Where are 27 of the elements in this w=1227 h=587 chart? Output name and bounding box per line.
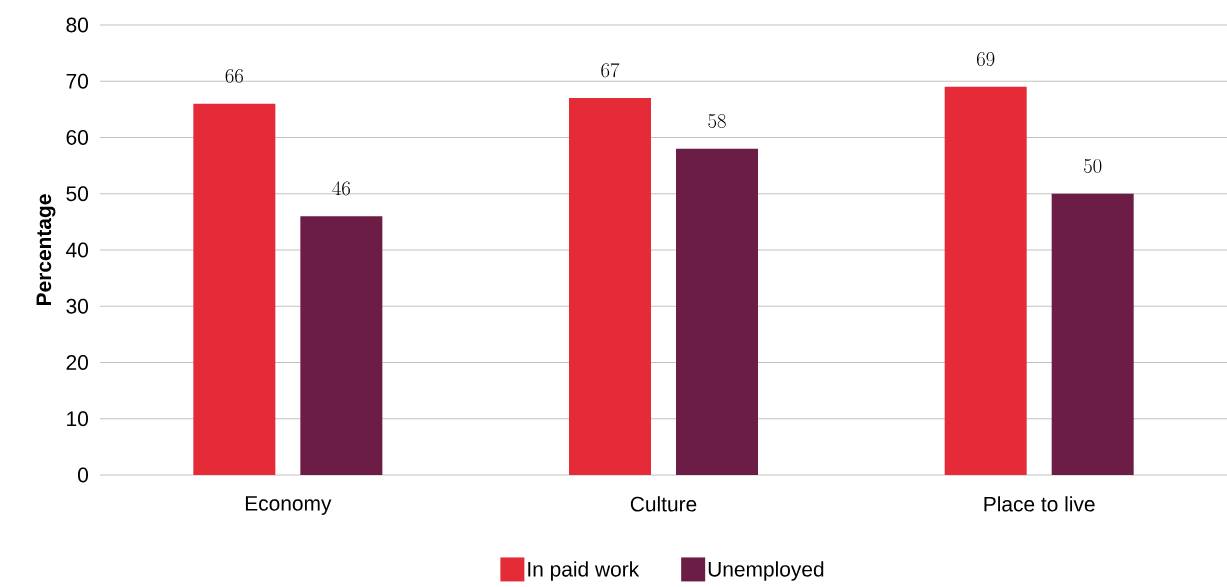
y-tick-label: 50 [66, 186, 88, 202]
y-tick-label: 60 [66, 130, 88, 145]
bar [944, 86, 1027, 475]
x-tick-label: Culture [630, 496, 697, 512]
y-tick-label: 70 [66, 73, 88, 89]
y-tick-label: 40 [66, 242, 88, 258]
legend-label: In paid work [528, 561, 640, 581]
data-label: 58 [708, 113, 726, 128]
y-tick-label: 30 [66, 298, 88, 314]
data-label: 66 [225, 68, 243, 83]
y-axis-title: Percentage [36, 194, 56, 305]
y-tick-label: 0 [78, 467, 88, 483]
x-tick-label: Economy [245, 496, 332, 515]
y-tick-label: 20 [66, 355, 88, 370]
bar [193, 103, 276, 475]
data-label: 46 [332, 181, 350, 196]
data-label: 69 [976, 52, 995, 67]
x-tick-label: Place to live [984, 496, 1095, 512]
bar [1051, 193, 1134, 475]
data-label: 50 [1084, 158, 1102, 173]
bar [569, 98, 652, 475]
bar [300, 216, 383, 475]
data-label: 67 [601, 62, 620, 78]
y-tick-label: 10 [67, 411, 88, 427]
bar [676, 148, 759, 475]
legend-label: Unemployed [708, 561, 824, 581]
y-tick-label: 80 [66, 17, 88, 33]
